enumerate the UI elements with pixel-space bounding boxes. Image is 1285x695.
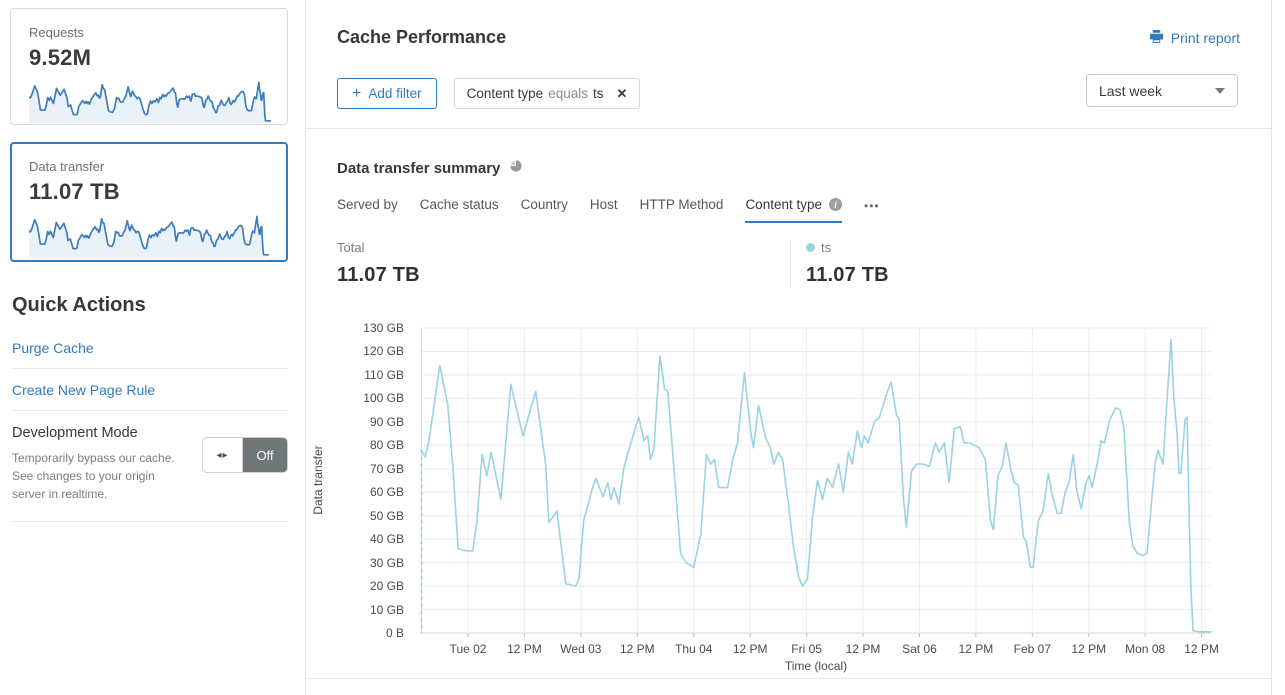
- section-bottom-divider: [306, 678, 1272, 679]
- y-axis-tick-label: 40 GB: [369, 532, 404, 547]
- y-axis-tick-label: 70 GB: [369, 461, 404, 476]
- filter-chip-value: ts: [592, 86, 604, 101]
- y-axis-tick-label: 30 GB: [369, 555, 404, 570]
- development-mode-row: Development Mode Temporarily bypass our …: [12, 411, 288, 522]
- tab-label: Content type: [745, 197, 822, 212]
- filter-chip-field: Content type: [466, 86, 544, 101]
- tab-label: Served by: [337, 197, 398, 212]
- series-value: 11.07 TB: [806, 264, 889, 286]
- data-transfer-chart: Data transfer Time (local) 0 B 10 GB 20 GB…: [306, 318, 1272, 673]
- y-axis-tick-label: 50 GB: [369, 508, 404, 523]
- x-axis-tick-label: 12 PM: [1071, 642, 1107, 656]
- y-axis-tick-label: 60 GB: [369, 485, 404, 500]
- tab-served-by[interactable]: Served by: [337, 197, 398, 221]
- data-freshness-pie-icon: [509, 159, 523, 178]
- filter-row: + Add filter Content type equals ts ✕: [337, 78, 641, 109]
- x-axis-tick-label: Fri 05: [791, 642, 822, 656]
- line-chart-plot-area[interactable]: [420, 327, 1212, 638]
- x-axis-tick-label: 12 PM: [619, 642, 655, 656]
- x-axis-tick-label: Thu 04: [675, 642, 713, 656]
- page-title: Cache Performance: [337, 27, 507, 47]
- x-axis-tick-label: Mon 08: [1125, 642, 1166, 656]
- x-axis-title: Time (local): [784, 659, 848, 673]
- summary-section-title: Data transfer summary: [337, 160, 501, 177]
- add-filter-button[interactable]: + Add filter: [337, 78, 437, 109]
- y-axis-tick-label: 10 GB: [369, 602, 404, 617]
- tab-label: Host: [589, 197, 618, 212]
- toggle-state-label: Off: [243, 438, 287, 472]
- development-mode-description: Temporarily bypass our cache. See change…: [12, 451, 175, 501]
- data-transfer-card-label: Data transfer: [29, 159, 105, 174]
- add-filter-label: Add filter: [368, 86, 422, 101]
- x-axis-tick-label: 12 PM: [1184, 642, 1219, 656]
- series-legend-dot-icon: [806, 243, 815, 252]
- analytics-sidebar: Requests 9.52M Data transfer 11.07 TB Qu…: [0, 0, 305, 695]
- filter-chip-content-type[interactable]: Content type equals ts ✕: [453, 78, 641, 109]
- tab-host[interactable]: Host: [590, 197, 618, 221]
- page-right-edge: [1271, 0, 1272, 695]
- x-axis-tick-label: 12 PM: [845, 642, 881, 656]
- header-divider: [306, 128, 1272, 129]
- series-name: ts: [821, 240, 832, 255]
- sidebar-divider: [305, 0, 306, 695]
- x-axis-tick-label: Feb 07: [1013, 642, 1051, 656]
- quick-actions-title: Quick Actions: [12, 294, 146, 316]
- toggle-arrows-icon: ◂▸: [203, 438, 243, 472]
- requests-sparkline-chart: [29, 81, 271, 123]
- print-report-label: Print report: [1170, 30, 1240, 46]
- x-axis-tick-label: 12 PM: [732, 642, 768, 656]
- requests-card-value: 9.52M: [29, 45, 92, 70]
- y-axis-tick-label: 110 GB: [364, 367, 404, 382]
- development-mode-toggle[interactable]: ◂▸ Off: [202, 437, 288, 473]
- purge-cache-link[interactable]: Purge Cache: [12, 327, 288, 369]
- tab-label: Cache status: [419, 197, 499, 212]
- close-icon[interactable]: ✕: [616, 85, 628, 101]
- total-stat-block: Total 11.07 TB: [337, 240, 790, 287]
- y-axis-tick-label: 80 GB: [369, 438, 404, 453]
- data-transfer-sparkline-chart: [29, 215, 269, 257]
- x-axis-tick-label: Tue 02: [449, 642, 487, 656]
- requests-card-label: Requests: [29, 25, 84, 40]
- development-mode-label: Development Mode: [12, 425, 138, 441]
- cache-performance-main: Cache Performance Print report + Add fil…: [306, 0, 1272, 695]
- tab-content-type[interactable]: Content type i: [745, 197, 842, 223]
- print-report-button[interactable]: Print report: [1149, 29, 1240, 47]
- quick-actions-section: Quick Actions Purge Cache Create New Pag…: [12, 294, 288, 522]
- x-axis-tick-label: 12 PM: [507, 642, 542, 656]
- info-icon[interactable]: i: [829, 198, 842, 211]
- data-transfer-metric-card[interactable]: Data transfer 11.07 TB: [10, 142, 288, 262]
- y-axis-tick-label: 20 GB: [369, 579, 404, 594]
- plus-icon: +: [352, 84, 362, 102]
- tab-cache-status[interactable]: Cache status: [420, 197, 499, 221]
- tab-http-method[interactable]: HTTP Method: [640, 197, 724, 221]
- chevron-down-icon: [1215, 87, 1225, 94]
- x-axis-tick-label: Sat 06: [902, 642, 937, 656]
- summary-stats-row: Total 11.07 TB ts 11.07 TB: [337, 240, 1243, 287]
- y-axis-tick-label: 130 GB: [363, 321, 404, 335]
- create-page-rule-link[interactable]: Create New Page Rule: [12, 369, 288, 411]
- data-transfer-card-value: 11.07 TB: [29, 179, 120, 204]
- y-axis-title: Data transfer: [311, 445, 325, 515]
- y-axis-tick-label: 120 GB: [363, 344, 404, 359]
- y-axis-tick-label: 100 GB: [363, 391, 404, 406]
- tab-country[interactable]: Country: [521, 197, 568, 221]
- x-axis-tick-label: 12 PM: [958, 642, 994, 656]
- series-stat-block[interactable]: ts 11.07 TB: [790, 240, 1243, 287]
- dimension-tabs: Served by Cache status Country Host HTTP Met…: [337, 197, 880, 223]
- time-range-select[interactable]: Last week: [1086, 74, 1238, 107]
- y-axis-tick-label: 0 B: [385, 626, 404, 640]
- x-axis-tick-label: Wed 03: [560, 642, 602, 656]
- printer-icon: [1149, 29, 1164, 47]
- total-value: 11.07 TB: [337, 264, 420, 286]
- tab-label: HTTP Method: [639, 197, 724, 212]
- filter-chip-operator: equals: [548, 86, 588, 101]
- total-label: Total: [337, 240, 365, 255]
- tabs-more-button[interactable]: •••: [864, 199, 880, 213]
- time-range-value: Last week: [1099, 82, 1163, 99]
- requests-metric-card[interactable]: Requests 9.52M: [10, 8, 288, 125]
- y-axis-tick-label: 90 GB: [369, 414, 404, 429]
- tab-label: Country: [520, 197, 568, 212]
